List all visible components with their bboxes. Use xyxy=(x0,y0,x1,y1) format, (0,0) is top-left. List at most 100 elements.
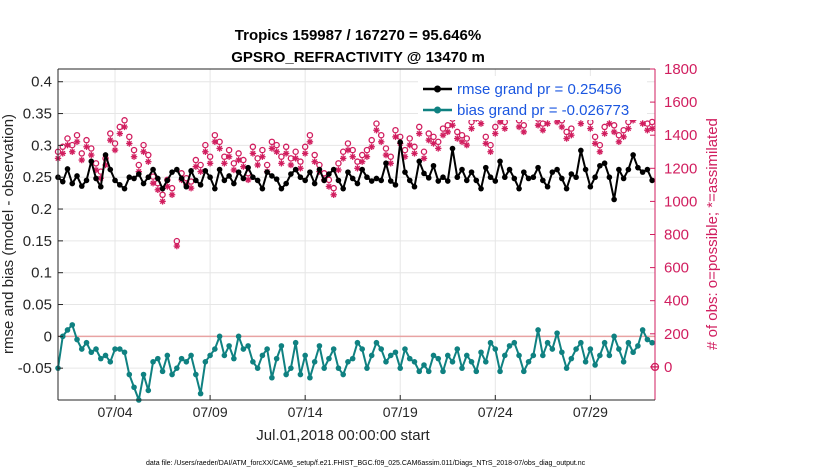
obs-possible-point xyxy=(601,123,608,131)
x-axis-label: Jul.01,2018 00:00:00 start xyxy=(256,427,430,444)
obs-possible-point xyxy=(78,150,86,157)
obs-possible-point xyxy=(358,151,366,159)
bias-point xyxy=(582,359,589,365)
right-tick-label: 400 xyxy=(664,293,689,310)
obs-possible-point xyxy=(135,161,143,169)
rmse-point xyxy=(511,175,518,182)
rmse-point xyxy=(606,174,613,181)
obs-assimilated-point xyxy=(240,163,247,170)
obs-possible-point xyxy=(259,146,266,154)
bias-point xyxy=(259,352,266,359)
rmse-point xyxy=(625,166,632,173)
rmse-point xyxy=(183,183,190,190)
obs-possible-point xyxy=(249,143,257,151)
obs-assimilated-point xyxy=(154,186,162,194)
rmse-point xyxy=(107,166,114,173)
rmse-point xyxy=(245,164,251,171)
bias-point xyxy=(264,346,270,352)
right-axis-zero-marker xyxy=(650,362,660,372)
rmse-point xyxy=(131,175,137,182)
bias-point xyxy=(444,352,451,359)
obs-assimilated-point xyxy=(306,138,314,146)
obs-possible-point xyxy=(368,136,375,144)
obs-possible-point xyxy=(145,151,152,159)
bias-point xyxy=(487,339,494,346)
bias-point xyxy=(349,355,356,362)
series-rmse xyxy=(55,139,655,203)
obs-possible-point xyxy=(311,151,318,159)
rmse-point xyxy=(554,166,560,173)
bias-point xyxy=(516,352,522,359)
data-file-footnote: data file: /Users/raeder/DAI/ATM_forcXX/… xyxy=(146,460,586,467)
obs-possible-point xyxy=(83,136,90,144)
bias-point xyxy=(335,365,342,371)
bias-point xyxy=(302,352,308,359)
obs-possible-point xyxy=(116,123,124,131)
obs-assimilated-point xyxy=(601,130,608,137)
obs-assimilated-point xyxy=(221,160,228,167)
obs-possible-point xyxy=(159,191,166,199)
obs-assimilated-point xyxy=(454,135,461,142)
obs-possible-point xyxy=(454,128,461,136)
rmse-point xyxy=(454,174,461,181)
bias-point xyxy=(88,349,95,356)
obs-possible-point xyxy=(425,130,432,137)
obs-possible-point xyxy=(292,148,299,155)
rmse-point xyxy=(392,182,399,188)
rmse-point xyxy=(568,171,575,177)
rmse-point xyxy=(197,182,204,188)
rmse-point xyxy=(150,166,156,173)
rmse-point xyxy=(83,177,90,184)
obs-assimilated-point xyxy=(287,161,295,169)
obs-possible-point xyxy=(301,143,309,151)
obs-assimilated-point xyxy=(216,145,223,152)
rmse-point xyxy=(226,173,232,179)
rmse-point xyxy=(316,166,323,173)
bias-point xyxy=(492,346,499,352)
rmse-point xyxy=(97,183,104,190)
chart-title: Tropics 159987 / 167270 = 95.646% xyxy=(235,27,481,44)
obs-assimilated-point xyxy=(420,155,428,162)
bias-point xyxy=(245,343,251,349)
obs-possible-point xyxy=(520,122,528,129)
bias-point xyxy=(269,374,275,381)
obs-assimilated-point xyxy=(416,130,423,137)
bias-point xyxy=(174,365,180,371)
bias-point xyxy=(183,359,190,365)
obs-possible-point xyxy=(335,160,342,167)
bias-point xyxy=(421,362,427,368)
rmse-point xyxy=(630,152,636,158)
right-tick-label: 1400 xyxy=(664,127,697,144)
obs-possible-point xyxy=(344,140,352,147)
obs-possible-point xyxy=(173,237,181,245)
rmse-point xyxy=(444,178,451,184)
obs-possible-point xyxy=(439,125,447,132)
bias-point xyxy=(468,359,475,365)
obs-possible-point xyxy=(387,153,394,160)
bias-point xyxy=(155,355,161,362)
bias-point xyxy=(463,352,470,359)
obs-assimilated-point xyxy=(349,153,356,160)
rmse-point xyxy=(216,166,223,173)
rmse-point xyxy=(516,185,522,192)
obs-possible-point xyxy=(107,130,114,137)
obs-possible-point xyxy=(596,141,604,149)
rmse-point xyxy=(159,185,166,192)
bias-point xyxy=(530,352,537,359)
bias-point xyxy=(506,343,513,349)
bias-point xyxy=(473,368,480,375)
bias-point xyxy=(630,349,636,356)
bias-point xyxy=(373,339,380,346)
obs-assimilated-point xyxy=(225,153,233,160)
obs-assimilated-point xyxy=(577,120,585,127)
bias-point xyxy=(169,371,175,378)
rmse-point xyxy=(259,185,266,192)
rmse-point xyxy=(169,169,175,175)
rmse-point xyxy=(112,177,118,184)
rmse-point xyxy=(482,164,489,171)
obs-possible-point xyxy=(354,158,361,165)
bias-point xyxy=(482,359,489,365)
obs-assimilated-point xyxy=(301,150,309,157)
obs-possible-point xyxy=(539,120,547,127)
obs-possible-point xyxy=(568,125,575,132)
